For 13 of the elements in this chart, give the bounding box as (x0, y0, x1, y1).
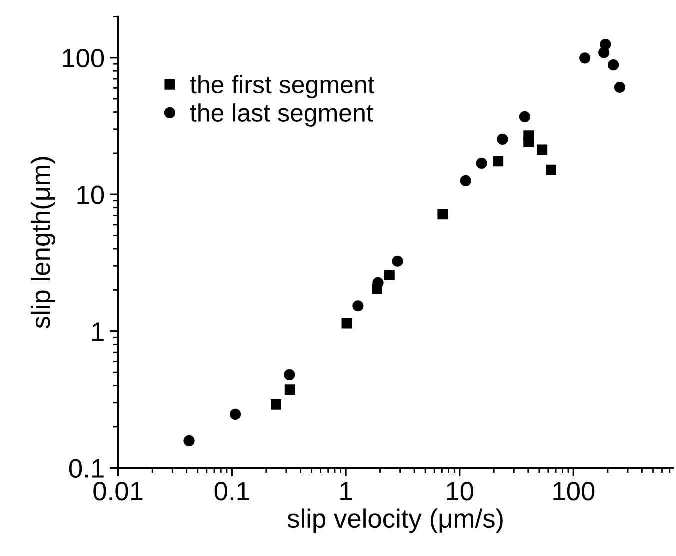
y-tick-label: 100 (63, 48, 104, 68)
legend-label: the last segment (190, 104, 374, 127)
y-tick-label: 10 (78, 186, 104, 204)
x-tick-label: 1 (340, 482, 352, 500)
x-tick-label: 10 (447, 482, 474, 501)
x-tick-label: 100 (554, 482, 595, 501)
legend-label: the first segment (190, 75, 375, 99)
y-axis-title: slip length(μm) (30, 157, 56, 328)
y-tick-label: 1 (92, 322, 104, 341)
x-tick-label: 0.1 (214, 482, 250, 501)
y-tick-label: 0.1 (69, 459, 104, 478)
x-axis-title: slip velocity (μm/s) (288, 508, 503, 534)
x-tick-label: 0.01 (94, 482, 143, 501)
